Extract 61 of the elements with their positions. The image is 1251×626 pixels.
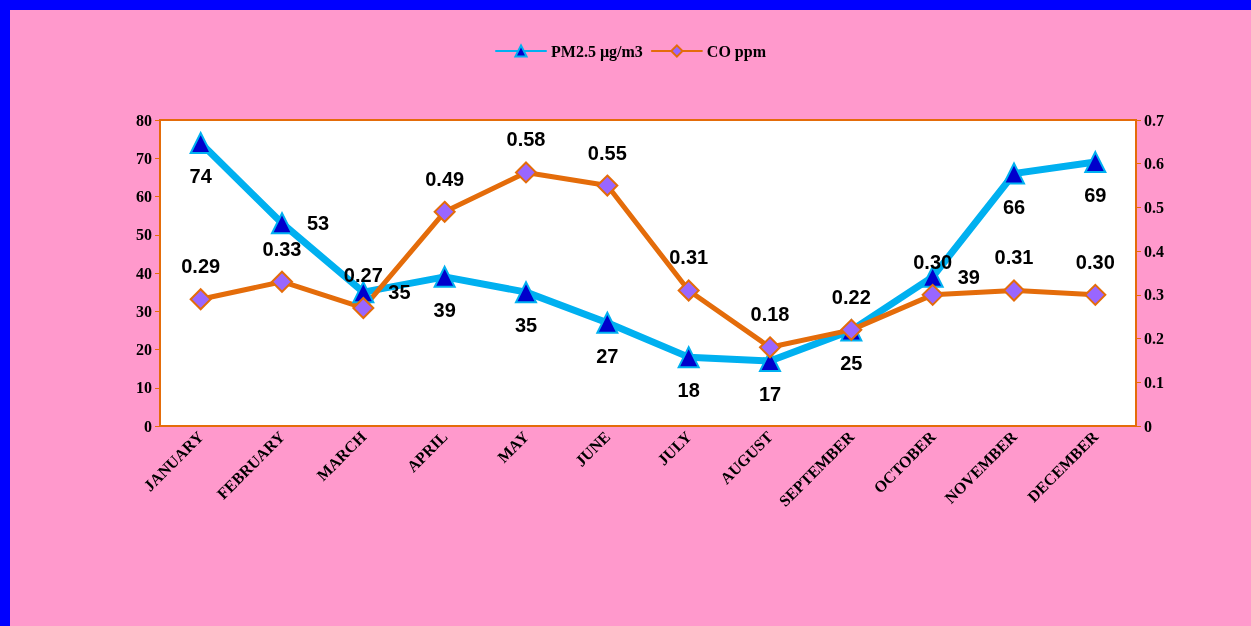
y-tick-label: 60 bbox=[136, 188, 152, 205]
y2-tick-label: 0.1 bbox=[1144, 373, 1164, 391]
point bbox=[515, 281, 537, 304]
point bbox=[921, 283, 944, 306]
y2-tick-label: 0.4 bbox=[1144, 242, 1164, 260]
point bbox=[677, 346, 700, 369]
point bbox=[352, 296, 375, 319]
point bbox=[433, 265, 456, 288]
point bbox=[271, 270, 293, 293]
y2-tick-label: 0.6 bbox=[1144, 155, 1164, 173]
point bbox=[596, 174, 619, 197]
y-tick-label: 10 bbox=[136, 379, 152, 397]
point bbox=[189, 288, 212, 311]
point bbox=[189, 131, 212, 154]
point bbox=[433, 200, 456, 223]
data-label: 27 bbox=[596, 344, 619, 367]
data-label: 35 bbox=[514, 314, 538, 337]
point bbox=[596, 311, 619, 334]
data-label: 0.27 bbox=[343, 263, 383, 286]
y2-tick-label: 0.2 bbox=[1144, 330, 1164, 348]
data-label: 0.31 bbox=[994, 246, 1034, 269]
y-tick-label: 80 bbox=[136, 111, 152, 129]
y-tick-label: 20 bbox=[136, 341, 152, 358]
y-tick-label: 50 bbox=[136, 226, 152, 244]
point bbox=[1084, 151, 1107, 174]
data-label: 35 bbox=[388, 281, 411, 304]
data-label: 53 bbox=[307, 212, 330, 235]
y2-tick-label: 0.7 bbox=[1144, 111, 1164, 129]
data-label: 25 bbox=[840, 352, 863, 375]
y-tick-label: 40 bbox=[136, 264, 152, 282]
data-label: 74 bbox=[189, 164, 213, 187]
data-label: 0.31 bbox=[669, 246, 709, 269]
data-label: 0.58 bbox=[506, 128, 546, 151]
data-label: 0.22 bbox=[831, 285, 871, 308]
data-label: 0.30 bbox=[1075, 250, 1115, 273]
y2-tick-label: 0.5 bbox=[1144, 198, 1164, 216]
legend-label: CO ppm bbox=[706, 42, 767, 61]
data-label: 69 bbox=[1084, 184, 1107, 207]
y-tick-label: 70 bbox=[136, 149, 152, 167]
point bbox=[1003, 162, 1025, 185]
point bbox=[759, 336, 781, 359]
data-label: 0.18 bbox=[750, 303, 790, 326]
data-label: 0.49 bbox=[425, 167, 465, 190]
y-tick-label: 30 bbox=[136, 302, 152, 320]
data-label: 39 bbox=[433, 298, 456, 321]
point bbox=[1084, 283, 1107, 306]
point bbox=[271, 212, 293, 235]
data-label: 0.33 bbox=[262, 237, 302, 260]
data-label: 66 bbox=[1002, 195, 1026, 218]
point bbox=[515, 161, 537, 184]
data-label: 17 bbox=[758, 382, 782, 405]
point bbox=[677, 279, 700, 302]
legend-label: PM2.5 µg/m3 bbox=[551, 42, 643, 61]
y2-tick-label: 0 bbox=[1144, 417, 1152, 435]
data-label: 39 bbox=[957, 265, 980, 288]
data-label: 18 bbox=[677, 379, 700, 402]
data-label: 0.55 bbox=[587, 141, 627, 164]
point bbox=[1003, 279, 1025, 302]
y-tick-label: 0 bbox=[144, 417, 152, 435]
y2-tick-label: 0.3 bbox=[1144, 286, 1164, 304]
data-label: 0.29 bbox=[181, 255, 221, 278]
